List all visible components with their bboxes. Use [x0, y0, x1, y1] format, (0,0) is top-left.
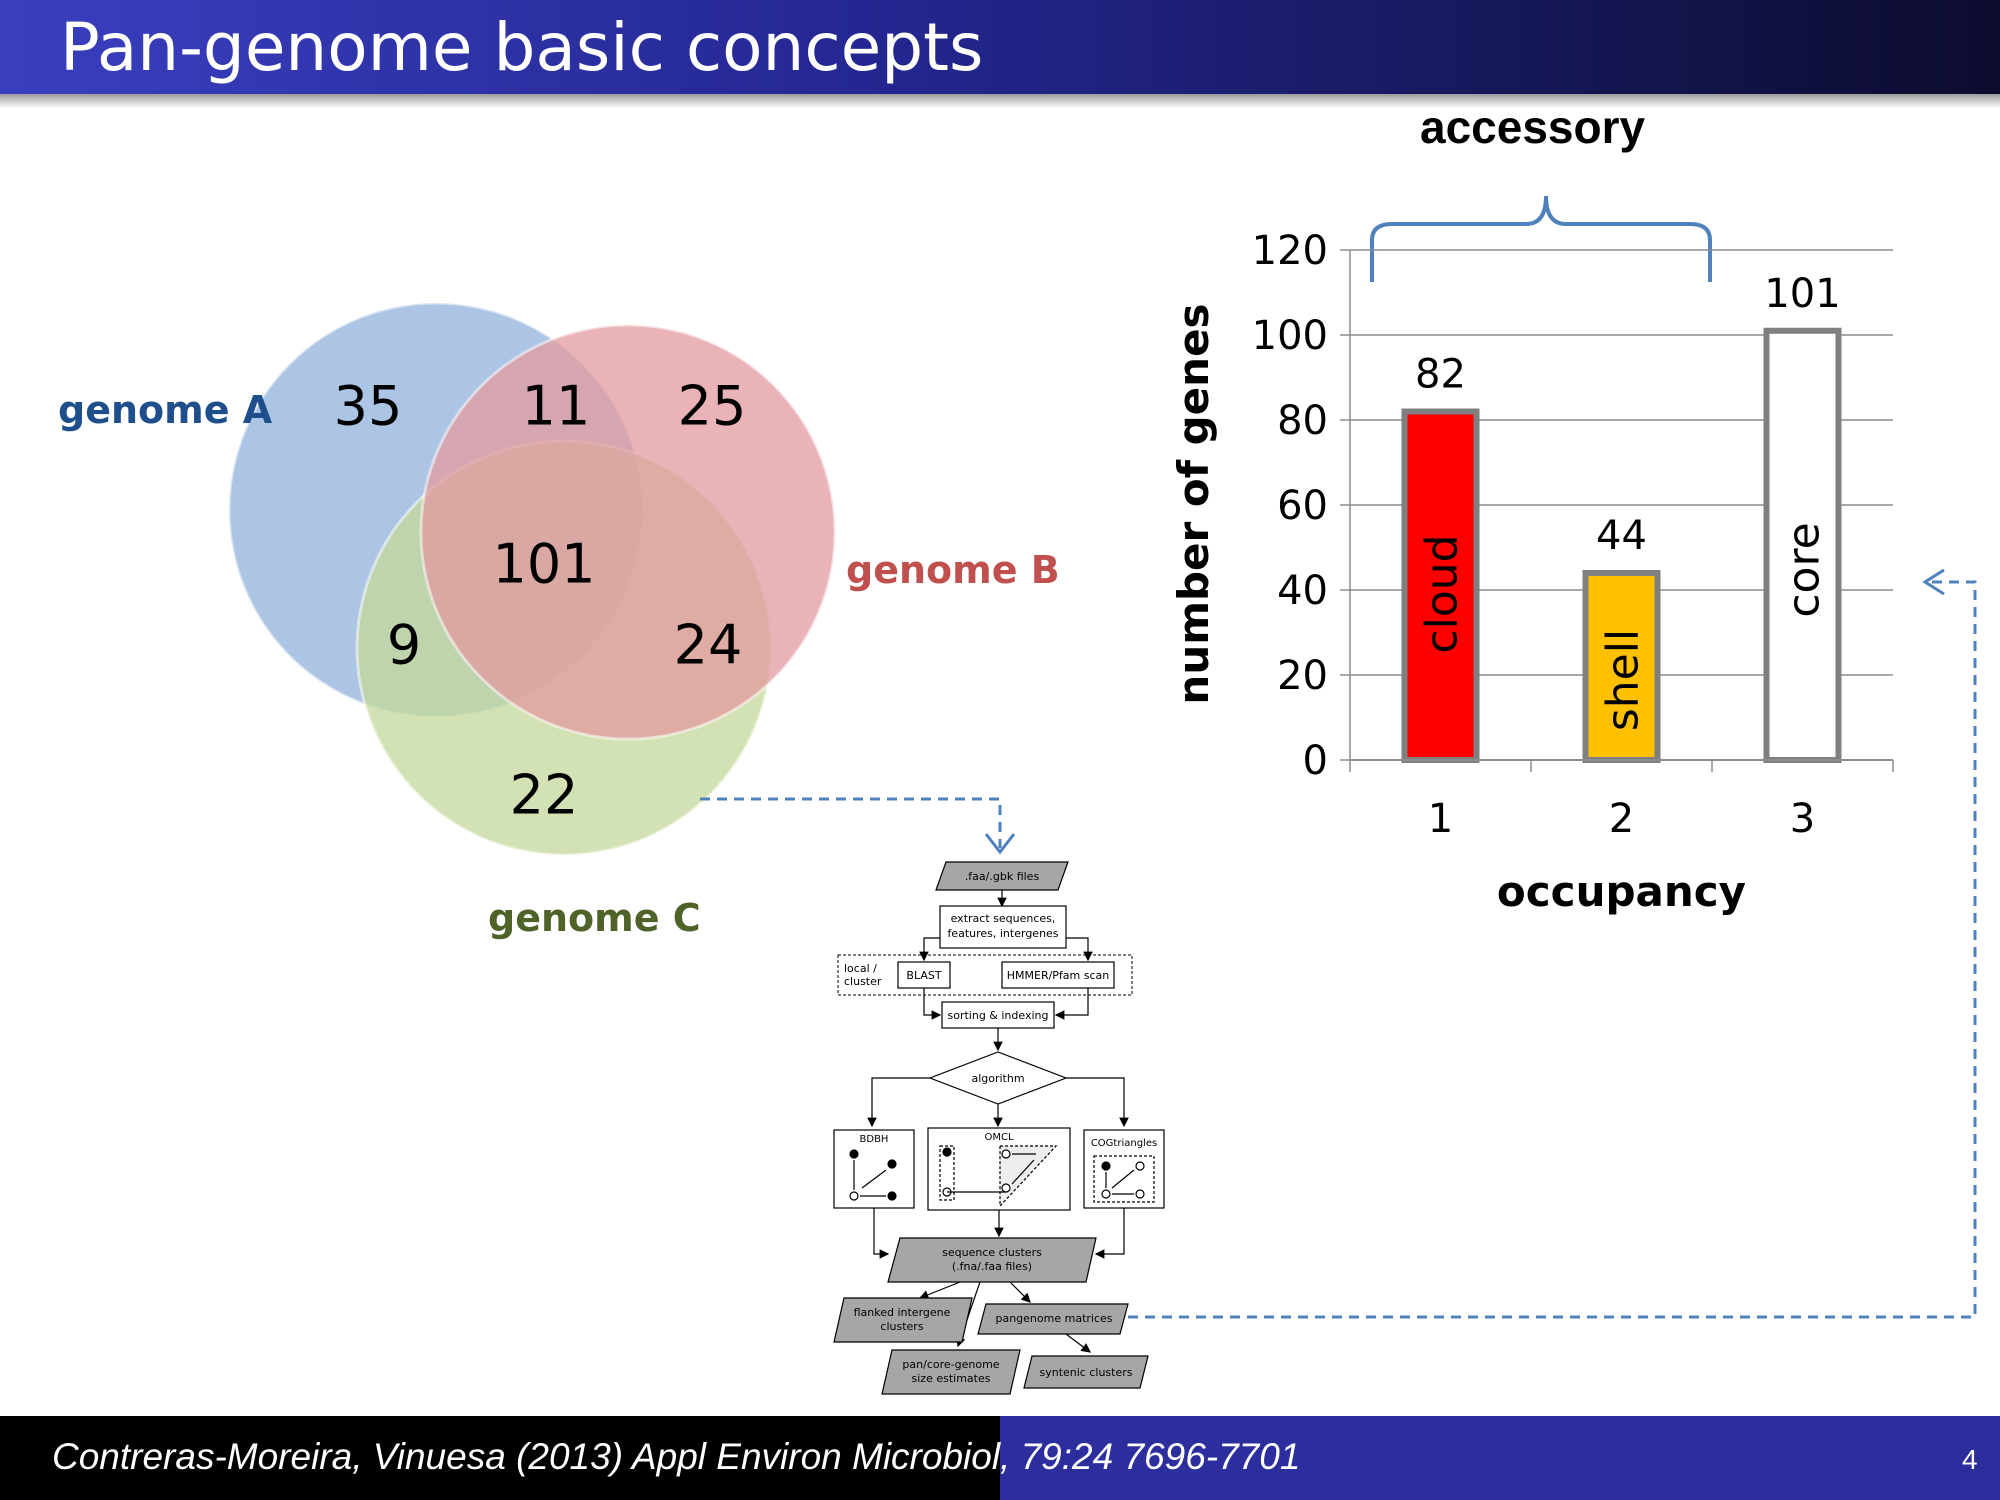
- y-tick-label: 100: [1252, 313, 1328, 359]
- x-tick-label: 2: [1609, 796, 1634, 842]
- flow-size-line2: size estimates: [912, 1372, 991, 1385]
- flow-extract-box: [939, 905, 1067, 949]
- matrix-connector-arrowhead: [1922, 568, 1945, 596]
- flow-extract-line2: features, intergenes: [947, 927, 1058, 940]
- flow-line: [1009, 1281, 1031, 1303]
- cog-graph-icon: [1093, 1155, 1155, 1203]
- bar: [1763, 327, 1842, 763]
- bar-category-label: cloud: [1417, 534, 1468, 653]
- flow-local-line2: cluster: [844, 975, 882, 988]
- flow-local-line1: local /: [844, 962, 877, 975]
- y-tick-label: 120: [1252, 228, 1328, 274]
- y-tick-label: 60: [1277, 483, 1328, 529]
- flow-line: [1054, 988, 1089, 1020]
- y-tick-label: 40: [1277, 568, 1328, 614]
- flow-hmmer-text: HMMER/Pfam scan: [1007, 969, 1110, 982]
- flow-size-estimates-box: [881, 1349, 1021, 1395]
- venn-count-a-b: 11: [521, 374, 591, 438]
- flow-hmmer-box: [1001, 961, 1115, 989]
- venn-count-a-c: 9: [386, 613, 422, 677]
- bar-value-label: 82: [1415, 352, 1466, 398]
- slide-title: Pan-genome basic concepts: [60, 9, 984, 86]
- flow-omcl-box: [927, 1127, 1071, 1211]
- title-bar-shadow: [0, 94, 2000, 108]
- flow-algorithm-text: algorithm: [971, 1072, 1024, 1085]
- flow-line: [1066, 937, 1093, 962]
- flow-line: [1066, 1077, 1129, 1128]
- flow-flanked-box: [833, 1297, 973, 1343]
- page-number: 4: [1962, 1444, 1978, 1475]
- venn-count-only-c: 22: [509, 763, 579, 827]
- flow-local-cluster-group: [837, 954, 1133, 996]
- venn-connector-arrowhead: [984, 833, 1016, 855]
- flow-bdbh-text: BDBH: [860, 1134, 889, 1145]
- flow-line: [918, 1281, 961, 1300]
- bar-category-label: shell: [1598, 629, 1649, 731]
- y-tick-label: 20: [1277, 653, 1328, 699]
- flow-line: [873, 1208, 890, 1259]
- flow-line: [923, 988, 942, 1020]
- flow-input-files-text: .faa/.gbk files: [965, 870, 1040, 883]
- bdbh-graph-icon: [849, 1149, 897, 1201]
- venn-count-b-c: 24: [673, 613, 743, 677]
- flow-line: [867, 1077, 930, 1128]
- flow-sequence-clusters-box: [887, 1237, 1097, 1283]
- genome-c-label: genome C: [488, 896, 701, 940]
- citation-text: Contreras-Moreira, Vinuesa (2013) Appl E…: [52, 1436, 1301, 1477]
- bar-value-label: 101: [1764, 271, 1840, 317]
- flow-omcl-text: OMCL: [984, 1132, 1013, 1143]
- flow-clusters-line2: (.fna/.faa files): [952, 1260, 1032, 1273]
- omcl-graph-icon: [939, 1145, 1058, 1208]
- flow-line: [1065, 1333, 1091, 1353]
- venn-circle-genome-b: [419, 323, 837, 741]
- venn-connector-arrow: [700, 797, 1002, 848]
- bar-category-label: core: [1779, 522, 1830, 617]
- bar: [1401, 408, 1480, 763]
- flow-line: [1094, 1208, 1125, 1259]
- genome-b-label: genome B: [846, 548, 1060, 592]
- flow-blast-text: BLAST: [906, 969, 941, 982]
- flow-flanked-line1: flanked intergene: [854, 1306, 951, 1319]
- flow-input-files-box: [935, 861, 1069, 891]
- flow-flanked-line2: clusters: [880, 1320, 923, 1333]
- x-axis-title: occupancy: [1497, 867, 1746, 916]
- bar: [1582, 570, 1661, 763]
- accessory-brace-icon: [1370, 195, 1712, 282]
- y-tick-label: 0: [1303, 738, 1328, 784]
- flow-clusters-line1: sequence clusters: [942, 1246, 1042, 1259]
- flow-size-line1: pan/core-genome: [902, 1358, 999, 1371]
- flow-extract-line1: extract sequences,: [951, 912, 1056, 925]
- flow-matrices-text: pangenome matrices: [995, 1312, 1112, 1325]
- venn-count-only-b: 25: [677, 374, 747, 438]
- venn-count-all: 101: [492, 532, 596, 596]
- flow-bdbh-box: [833, 1129, 915, 1209]
- flow-syntenic-text: syntenic clusters: [1039, 1366, 1132, 1379]
- flow-line: [919, 937, 940, 962]
- flow-pangenome-matrices-box: [977, 1303, 1129, 1335]
- x-tick-label: 3: [1790, 796, 1815, 842]
- genome-a-label: genome A: [58, 388, 273, 432]
- flow-sorting-box: [941, 1001, 1055, 1029]
- bar-value-label: 44: [1596, 513, 1647, 559]
- y-axis-title: number of genes: [1169, 303, 1218, 704]
- venn-count-only-a: 35: [333, 374, 403, 438]
- flow-cog-text: COGtriangles: [1091, 1138, 1157, 1149]
- flow-cog-box: [1083, 1129, 1165, 1209]
- accessory-label: accessory: [1420, 101, 1646, 153]
- flow-syntenic-box: [1023, 1355, 1149, 1389]
- matrix-connector-arrow: [1128, 580, 1977, 1319]
- y-tick-label: 80: [1277, 398, 1328, 444]
- title-bar: [0, 0, 2000, 94]
- footer-bar: [0, 1416, 2000, 1500]
- x-tick-label: 1: [1428, 796, 1453, 842]
- flow-sorting-text: sorting & indexing: [948, 1009, 1049, 1022]
